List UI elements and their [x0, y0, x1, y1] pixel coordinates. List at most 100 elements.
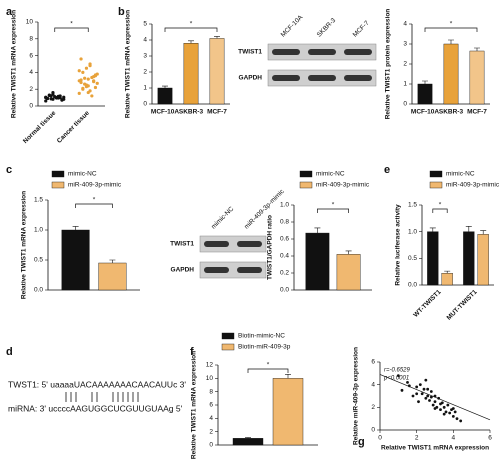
y-tick-label: 0.0 [280, 287, 289, 294]
annotation: p<0.0001 [383, 376, 409, 382]
data-point [62, 97, 66, 101]
bar [441, 273, 453, 286]
x-tick-label: 4 [452, 435, 456, 442]
x-tick-label: Normal tissue [22, 109, 58, 145]
significance-bracket [164, 27, 218, 32]
legend-swatch [51, 181, 65, 189]
data-point [417, 400, 420, 404]
blot-row-label: TWIST1 [238, 49, 262, 56]
y-tick-label: 0.8 [280, 219, 289, 226]
significance-bracket [424, 27, 478, 32]
data-point [429, 395, 433, 399]
lane-label: mimic-NC [210, 205, 235, 230]
blot-strip [199, 235, 267, 253]
lane-label: SKBR-3 [316, 17, 338, 39]
lane-label: MCF-7 [352, 19, 371, 38]
y-tick-label: 8 [209, 388, 213, 395]
data-point [444, 410, 448, 414]
y-tick-label: 2 [209, 428, 213, 435]
error-bar [480, 230, 487, 235]
legend-swatch [221, 332, 235, 340]
data-point [77, 69, 81, 73]
data-point [422, 387, 426, 391]
legend-label: miR-409-3p-mimic [316, 182, 370, 189]
y-tick-label: 0 [209, 442, 213, 449]
y-tick-label: 4 [371, 381, 375, 388]
data-point [411, 394, 415, 398]
data-point [81, 70, 85, 74]
x-tick-label: MCF-10A [411, 109, 439, 116]
y-tick-label: 2 [143, 69, 147, 76]
panel-label: e [384, 164, 390, 176]
data-point [446, 403, 450, 407]
error-bar [345, 250, 352, 255]
y-tick-label: 1 [143, 85, 147, 92]
error-bar [188, 40, 194, 44]
axes [37, 22, 105, 107]
data-point [418, 383, 422, 387]
x-tick-label: SKBR-3 [179, 109, 204, 116]
y-tick-label: 1.5 [34, 197, 43, 204]
data-point [77, 91, 81, 95]
data-point [44, 99, 48, 103]
y-tick-label: 0 [403, 101, 407, 108]
error-bar [429, 227, 436, 232]
significance-label: * [450, 21, 453, 28]
significance-bracket [432, 208, 448, 213]
error-bar [72, 226, 79, 230]
x-axis-label: Relative TWIST1 mRNA expression [381, 445, 489, 452]
panel-label: c [6, 164, 12, 176]
y-tick-label: 1.0 [34, 227, 43, 234]
blot-row-label: TWIST1 [170, 241, 194, 248]
legend-swatch [429, 181, 443, 189]
y-tick-label: 0.6 [280, 236, 289, 243]
significance-bracket [54, 27, 89, 32]
x-tick-label: MCF-7 [467, 109, 487, 116]
data-point [84, 66, 89, 70]
data-point [426, 394, 430, 398]
bar [443, 43, 459, 105]
error-bar [422, 80, 428, 84]
significance-label: * [439, 202, 442, 209]
y-tick-label: 2 [371, 404, 375, 411]
error-bar [162, 85, 168, 88]
significance-label: * [93, 197, 96, 204]
significance-label: * [332, 202, 335, 209]
data-point [93, 73, 98, 77]
data-point [86, 90, 90, 95]
x-tick-label: MCF-7 [207, 109, 227, 116]
data-point [428, 399, 431, 402]
y-axis-label: TWIST1/GAPDH ratio [267, 215, 274, 280]
legend-swatch [221, 343, 235, 351]
legend-swatch [429, 170, 443, 178]
bar [477, 234, 489, 286]
bar [272, 378, 304, 446]
legend-swatch [51, 170, 65, 178]
data-point [88, 64, 92, 68]
y-tick-label: 1.0 [280, 202, 289, 209]
panel-label: b [118, 6, 125, 18]
mirna-sequence: miRNA: 3' uccccAAGUGGCUCGUUGUAAg 5' [8, 403, 183, 413]
significance-bracket [247, 368, 289, 373]
data-point [83, 76, 87, 80]
data-point [79, 80, 83, 85]
y-tick-label: 0 [29, 103, 33, 110]
x-tick-label: MCF-10A [151, 109, 179, 116]
panel-label: f [190, 346, 194, 358]
y-tick-label: 1.5 [408, 202, 417, 209]
y-tick-label: 8 [29, 36, 33, 43]
legend-label: mimic-NC [446, 171, 475, 178]
significance-bracket [75, 203, 113, 208]
y-tick-label: 2 [29, 86, 33, 93]
data-point [442, 405, 446, 409]
blot-band [204, 267, 229, 273]
y-tick-label: 1.0 [408, 228, 417, 235]
blot-band [272, 49, 300, 55]
y-tick-label: 6 [29, 52, 33, 59]
data-point [451, 415, 455, 418]
bar [61, 229, 90, 291]
data-point [433, 407, 437, 410]
y-tick-label: 5 [143, 21, 147, 28]
data-point [95, 81, 99, 85]
error-bar [285, 374, 291, 379]
